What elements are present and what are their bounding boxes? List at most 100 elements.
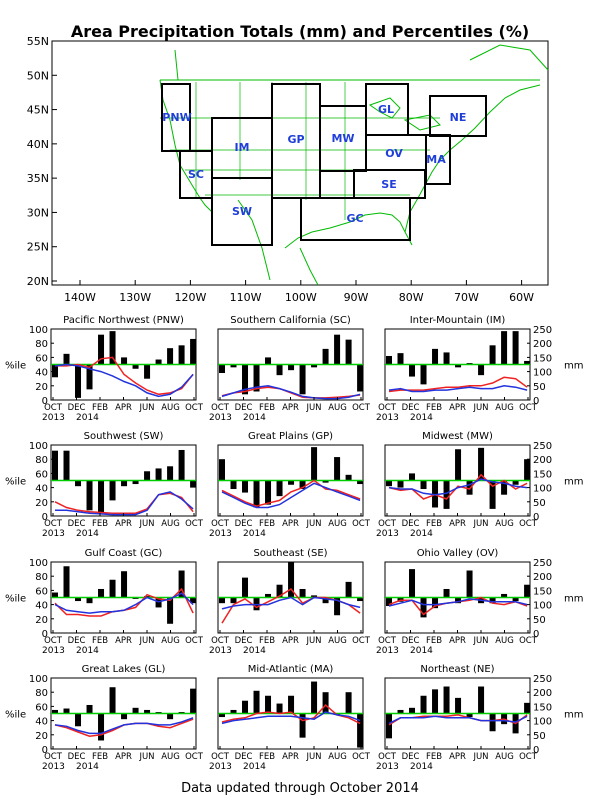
bar [52,592,58,598]
mm-line [388,385,528,393]
bar [432,597,439,609]
bar [230,480,237,490]
bar [121,713,128,720]
x-tick-label: JUN [472,403,488,413]
us-region-map: 55N 50N 45N 40N 35N 30N 25N 20N 140W 130W 120W 110W… [27,35,549,304]
bar [443,352,450,365]
x-tick-label: AUG [328,403,347,413]
bar [345,692,352,714]
x-tick-label: APR [115,752,132,762]
x-tick-label: AUG [495,519,514,529]
year-label: 2013 [42,646,65,656]
bar [443,588,450,598]
year-label: 2014 [243,762,266,772]
left-tick-label: 20 [35,615,48,626]
x-tick-label: OCT [519,752,538,762]
panel-8: Ohio Valley (OV) 250 200 150 100 50 0 mm OCT DEC F… [376,548,583,656]
bar [501,593,508,598]
map-lon-label: 80W [399,291,424,304]
left-tick-label: 60 [35,702,48,713]
bar [386,480,392,487]
right-tick-label: 250 [533,325,552,336]
x-tick-label: FEB [92,519,108,529]
panel-title: Ohio Valley (OV) [417,548,499,559]
panel-0: Pacific Northwest (PNW) 100 80 60 40 20 0 %ile O… [5,315,204,423]
bar [109,579,116,598]
x-tick-label: OCT [352,752,371,762]
bar [109,331,116,365]
map-lat-label: 45N [27,104,49,117]
map-lon-label: 140W [64,291,96,304]
year-label: 2014 [76,762,99,772]
map-axis-ticks: 55N 50N 45N 40N 35N 30N 25N 20N 140W 130W 120W 110W… [27,35,534,304]
bar [75,597,82,602]
x-tick-label: FEB [92,752,108,762]
mm-line [221,596,361,610]
panel-11: Northeast (NE) 250 200 150 100 50 0 mm OCT DEC FEB… [376,664,583,772]
y-left-label: %ile [5,710,26,721]
bar [288,695,295,714]
panel-title: Midwest (MW) [422,431,493,442]
region-label-ov: OV [385,147,403,160]
x-tick-label: FEB [259,403,275,413]
x-tick-label: APR [282,636,299,646]
bar [276,364,283,376]
percentile-line [388,376,528,393]
bar [455,364,462,368]
right-tick-label: 100 [533,368,552,379]
x-tick-label: OCT [378,636,397,646]
panel-title: Great Plains (GP) [248,431,333,442]
panel-2: Inter-Mountain (IM) 250 200 150 100 50 0 mm OCT D… [376,315,583,423]
region-label-im: IM [234,141,249,154]
mexico-coast [299,247,319,286]
x-tick-label: AUG [328,519,347,529]
x-tick-label: APR [282,403,299,413]
bar [190,480,197,488]
bar [489,597,496,604]
bar [109,687,116,714]
x-tick-label: JUN [138,403,154,413]
x-tick-label: OCT [519,403,538,413]
bar [121,480,128,487]
bar [409,569,416,598]
right-tick-label: 50 [533,615,546,626]
bar [443,480,450,509]
bar [178,345,185,365]
canada-coast [174,49,179,81]
x-tick-label: OCT [378,519,397,529]
panel-title: Southwest (SW) [84,431,164,442]
bar [63,708,70,714]
x-tick-label: OCT [519,519,538,529]
left-tick-label: 100 [29,674,48,685]
x-tick-label: OCT [352,403,371,413]
x-tick-label: FEB [259,752,275,762]
right-tick-label: 250 [533,674,552,685]
panel-title: Great Lakes (GL) [82,664,166,675]
x-tick-label: JUN [305,403,321,413]
y-right-label: mm [564,594,583,605]
right-tick-label: 150 [533,586,552,597]
box-pnw [161,83,191,152]
bar [322,597,329,604]
y-right-label: mm [564,361,583,372]
x-tick-label: OCT [519,636,538,646]
year-label: 2013 [209,762,232,772]
x-tick-label: DEC [402,519,420,529]
bar [98,480,105,513]
panel-title: Northeast (NE) [420,664,494,675]
x-tick-label: FEB [92,403,108,413]
mm-line [54,363,194,398]
map-lat-label: 25N [27,241,49,254]
y-left-label: %ile [5,594,26,605]
left-tick-label: 20 [35,498,48,509]
year-label: 2014 [76,646,99,656]
bar [432,348,439,365]
left-tick-label: 0 [42,629,48,640]
x-tick-label: OCT [44,636,63,646]
region-label-sw: SW [232,205,252,218]
region-boxes [161,83,487,246]
x-tick-label: OCT [44,752,63,762]
x-tick-label: AUG [328,636,347,646]
x-tick-label: DEC [402,752,420,762]
